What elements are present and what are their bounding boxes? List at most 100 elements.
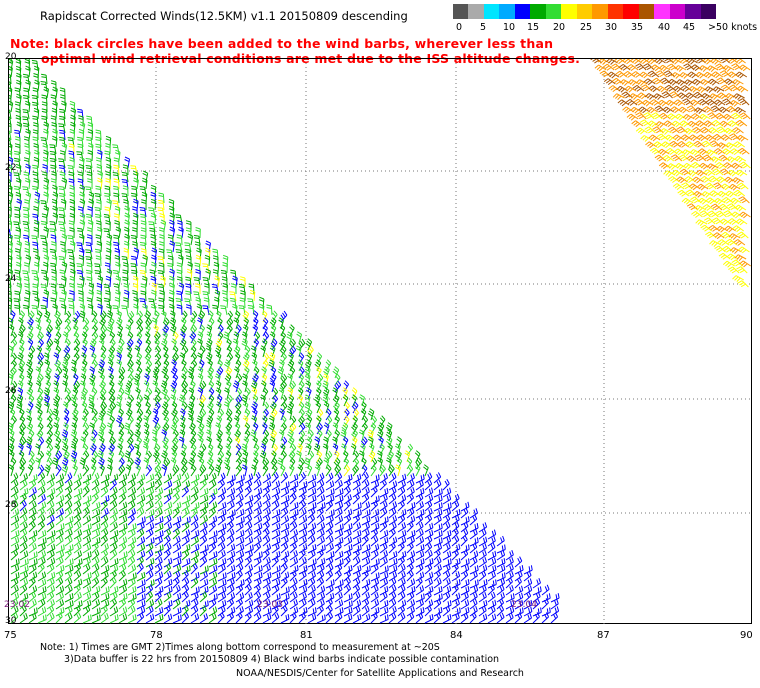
wind-barb [683, 79, 696, 86]
wind-barb [91, 515, 101, 526]
wind-barb [145, 509, 155, 519]
wind-barb [58, 221, 66, 232]
wind-barb [289, 542, 298, 554]
wind-barb [64, 577, 73, 589]
wind-barb [22, 221, 30, 232]
wind-barb [69, 240, 76, 253]
wind-barb [460, 570, 469, 582]
wind-barb [334, 488, 344, 498]
wind-barb [207, 359, 213, 372]
wind-barb [710, 203, 723, 211]
wind-barb [603, 78, 616, 85]
wind-barb [397, 550, 407, 561]
wind-barb [16, 282, 23, 295]
wind-barb [523, 591, 532, 603]
wind-barb [188, 457, 195, 470]
wind-barb [33, 178, 39, 190]
wind-barb [433, 514, 442, 526]
wind-barb [10, 598, 19, 610]
wind-barb [226, 556, 235, 568]
wind-barb [225, 450, 232, 463]
wind-barb [451, 535, 460, 547]
wind-barb [132, 275, 139, 288]
wind-barb [198, 436, 204, 449]
wind-barb [34, 191, 41, 204]
wind-barb [180, 415, 186, 428]
wind-barb [136, 394, 144, 407]
wind-barb [140, 213, 147, 225]
wind-barb [361, 592, 370, 603]
wind-barb [22, 109, 30, 120]
wind-barb [73, 310, 81, 323]
wind-barb [15, 136, 21, 148]
wind-barb [334, 536, 344, 547]
wind-barb [668, 126, 680, 134]
wind-barb [43, 86, 49, 99]
wind-barb [651, 112, 663, 120]
wind-barb [73, 529, 83, 540]
wind-barb [107, 352, 115, 365]
wind-barb [334, 479, 343, 491]
wind-barb [127, 443, 135, 456]
wind-barb [700, 126, 712, 134]
lat-label-28: 28 [5, 500, 17, 510]
wind-barb [46, 599, 55, 610]
wind-barb [262, 508, 271, 519]
wind-barb [123, 282, 129, 295]
wind-barb [370, 584, 379, 596]
wind-barb [136, 536, 146, 547]
wind-barb [315, 401, 322, 414]
wind-barb [25, 79, 31, 92]
wind-barb [70, 394, 77, 407]
wind-barb [298, 481, 308, 491]
wind-barb [136, 571, 146, 582]
wind-barb [55, 528, 64, 540]
wind-barb [252, 457, 259, 470]
wind-barb [217, 457, 223, 470]
wind-barb [721, 231, 733, 239]
wind-barb [46, 514, 55, 526]
wind-barb [226, 324, 233, 337]
wind-barb [325, 535, 334, 547]
wind-barb [469, 508, 478, 519]
wind-barb [154, 606, 164, 617]
wind-barb [729, 197, 742, 205]
wind-barb [708, 175, 720, 183]
wind-barb [197, 429, 204, 442]
wind-barb [325, 528, 334, 540]
wind-barb [145, 549, 154, 561]
wind-barb [235, 359, 242, 372]
wind-barb [161, 338, 168, 351]
wind-barb [91, 599, 101, 610]
wind-barb [670, 106, 682, 114]
wind-barb [397, 494, 407, 505]
wind-barb [54, 443, 61, 456]
wind-barb [460, 586, 470, 596]
wind-barb [59, 108, 66, 120]
wind-barb [693, 140, 706, 148]
wind-barb [298, 522, 308, 533]
wind-barb [695, 219, 708, 227]
wind-barb [260, 345, 266, 358]
wind-barb [325, 494, 335, 505]
wind-barb [143, 380, 150, 393]
wind-barb [424, 605, 432, 617]
wind-barb [279, 464, 286, 477]
wind-barb [163, 514, 172, 526]
wind-barb [82, 500, 91, 512]
wind-barb [442, 502, 452, 512]
wind-barb [9, 240, 13, 253]
wind-barb [597, 59, 610, 65]
wind-barb [176, 276, 183, 288]
wind-barb [728, 84, 741, 92]
wind-barb [19, 507, 28, 519]
wind-barb [379, 516, 389, 526]
wind-barb [226, 494, 235, 505]
wind-barb [178, 436, 185, 449]
wind-barb [54, 373, 60, 386]
wind-barb [305, 380, 312, 393]
wind-barb [316, 415, 322, 428]
wind-barb [109, 500, 118, 512]
wind-barb [190, 474, 200, 484]
wind-barb [135, 464, 142, 477]
